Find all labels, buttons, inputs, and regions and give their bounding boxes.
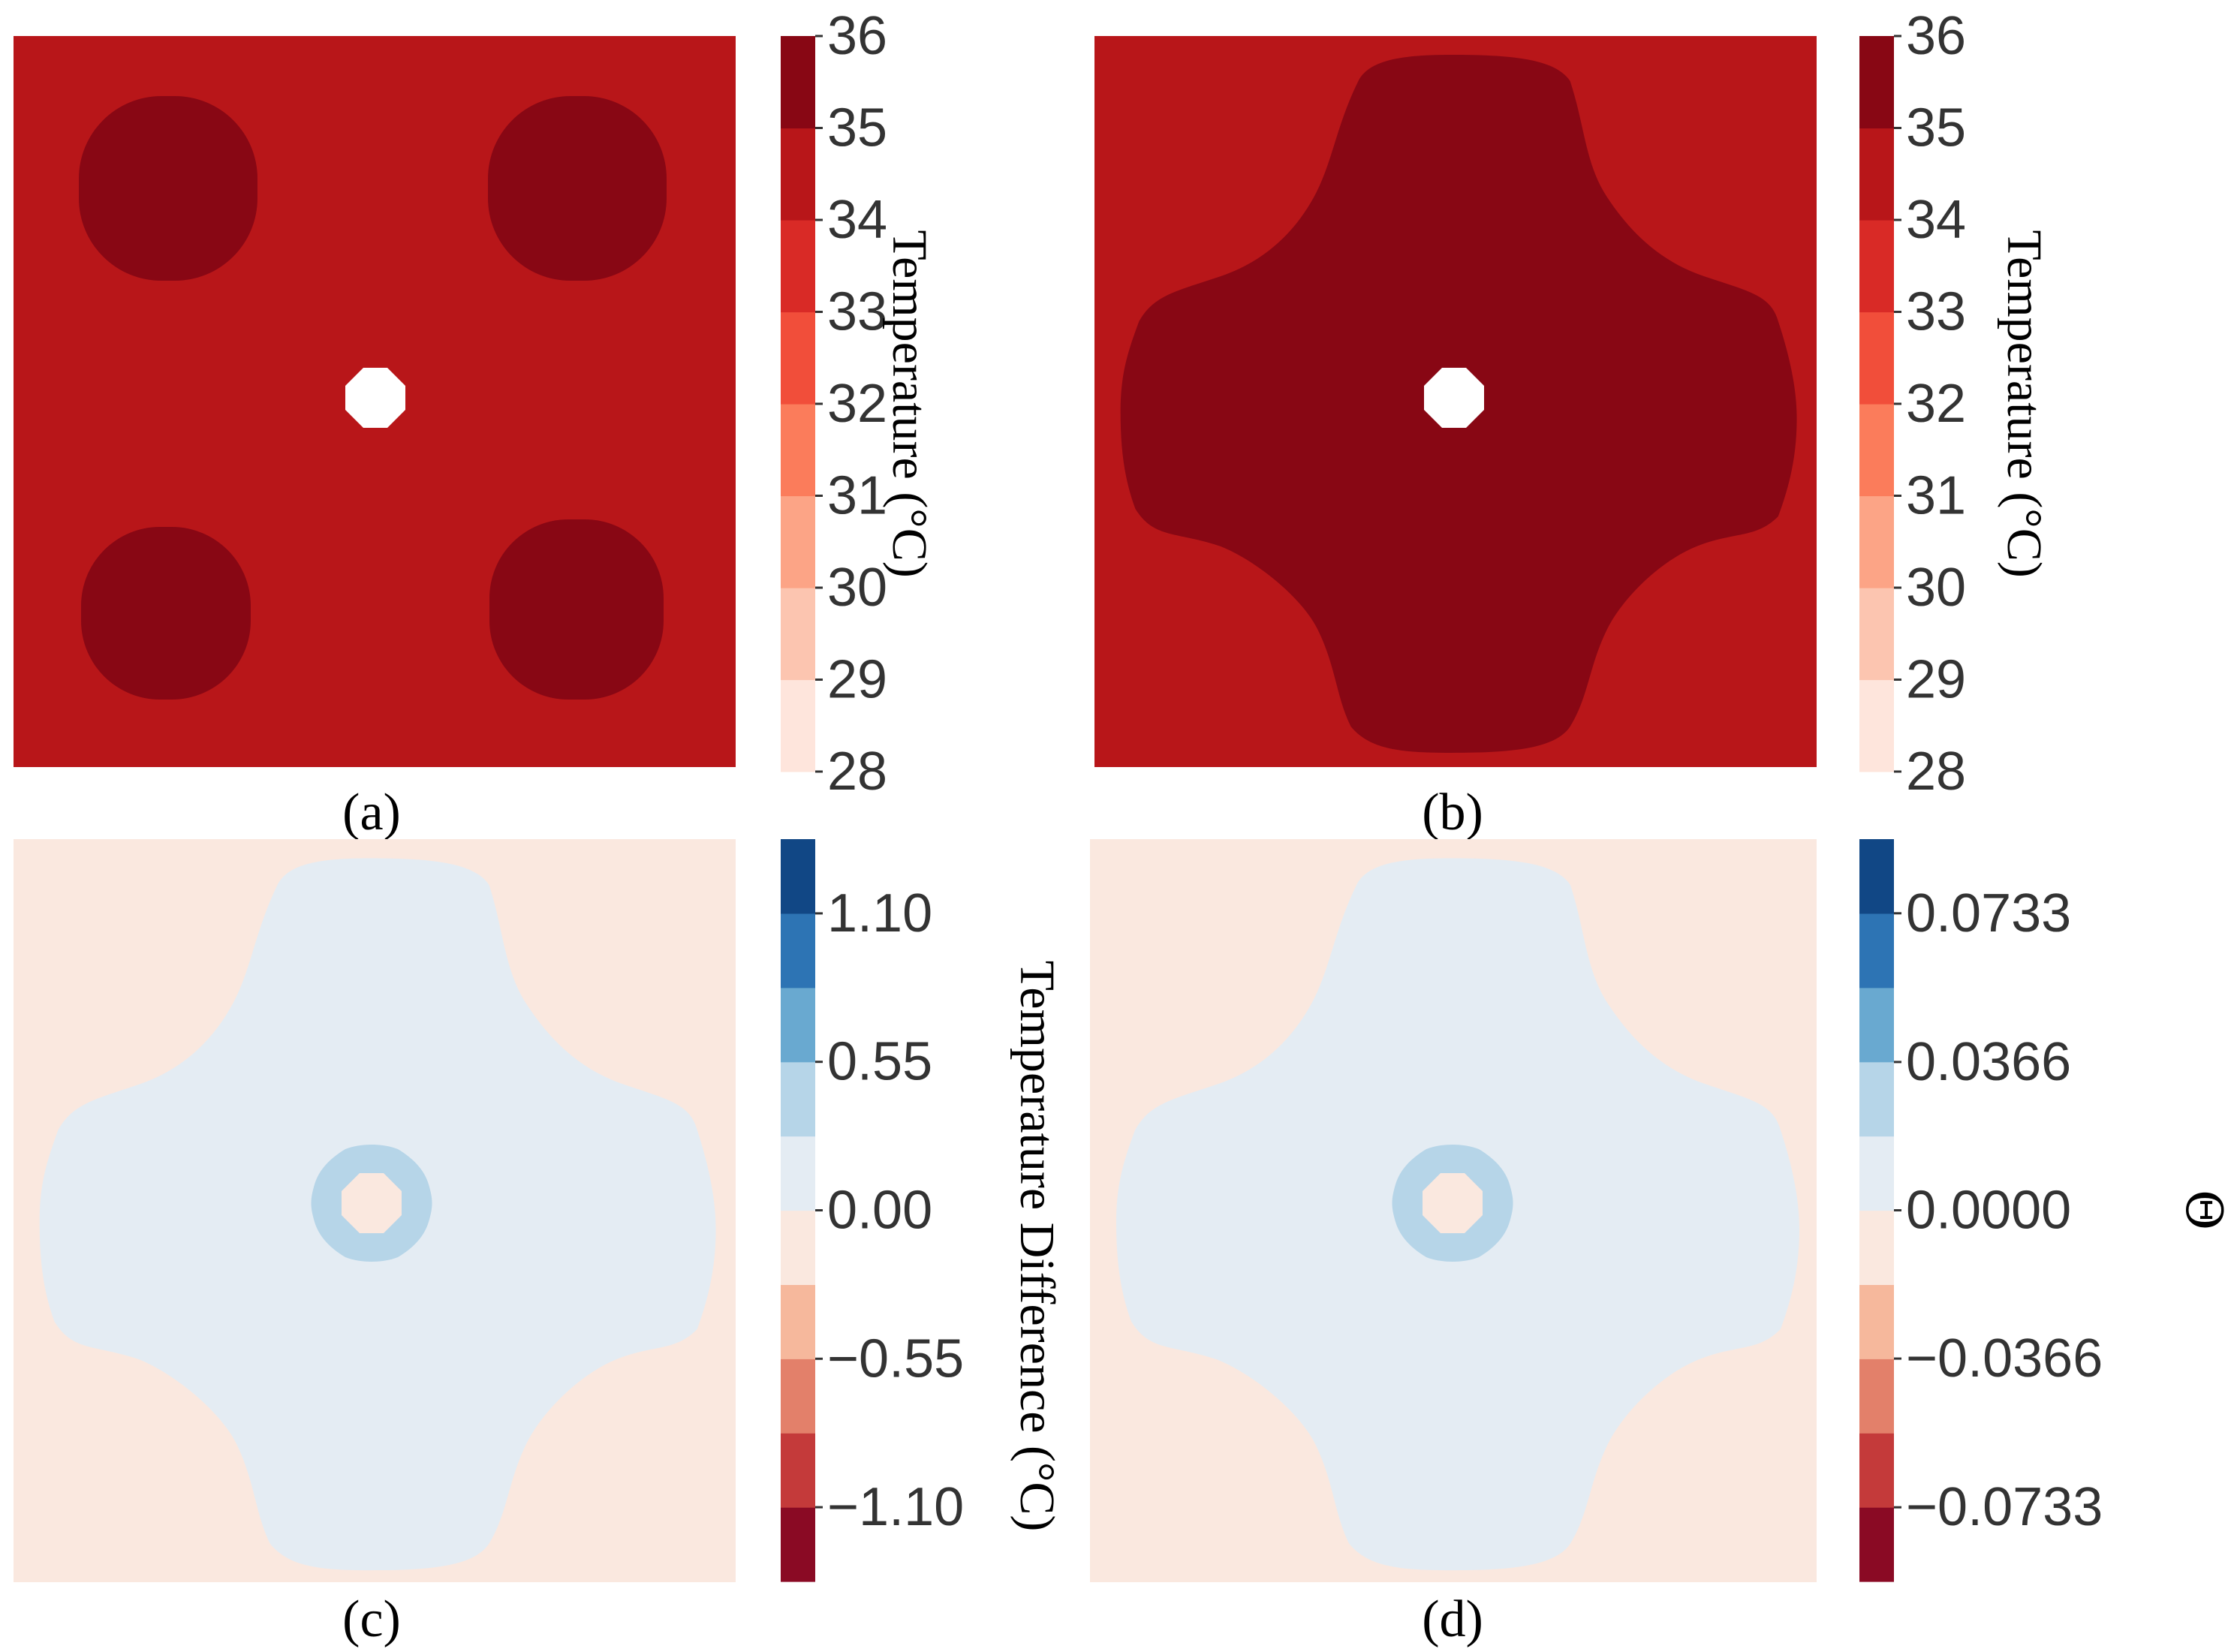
colorbar-label-c: Temperature Difference (°C) bbox=[1010, 961, 1064, 1532]
colorbar-level bbox=[781, 36, 815, 129]
colorbar-tick-label: 28 bbox=[827, 742, 887, 802]
colorbar-level bbox=[781, 1136, 815, 1211]
colorbar-level bbox=[781, 1284, 815, 1359]
colorbar-level bbox=[1859, 311, 1894, 405]
hot-blob-bottom-right bbox=[489, 519, 664, 700]
colorbar-level bbox=[781, 839, 815, 914]
hole-c bbox=[342, 1173, 402, 1233]
panel-label-a: (a) bbox=[342, 784, 401, 841]
colorbar-tick-label: 35 bbox=[1906, 98, 1966, 158]
colorbar-level bbox=[781, 495, 815, 588]
hot-blob-top-right bbox=[488, 96, 667, 281]
colorbar-tick-label: 0.0000 bbox=[1906, 1181, 2071, 1241]
panel-b: (b) 36 35 34 33 32 31 30 29 28 Temperature (°C) bbox=[1094, 6, 2052, 841]
colorbar-level bbox=[1859, 1284, 1894, 1359]
colorbar-level bbox=[781, 588, 815, 681]
colorbar-level bbox=[781, 1433, 815, 1508]
colorbar-tick-label: 0.0733 bbox=[1906, 883, 2071, 943]
colorbar-tick-label: −0.55 bbox=[827, 1329, 964, 1389]
colorbar-label-a: Temperature (°C) bbox=[882, 230, 937, 577]
colorbar-tick-label: −0.0366 bbox=[1906, 1329, 2103, 1389]
colorbar-label-b: Temperature (°C) bbox=[1997, 230, 2052, 577]
colorbar-level bbox=[781, 1061, 815, 1137]
colorbar-level bbox=[781, 220, 815, 313]
colorbar-level bbox=[1859, 1210, 1894, 1285]
colorbar-level bbox=[1859, 36, 1894, 129]
colorbar-tick-label: 29 bbox=[827, 650, 887, 710]
colorbar-tick-label: 34 bbox=[1906, 190, 1966, 250]
colorbar-tick-label: 31 bbox=[827, 466, 887, 526]
colorbar-level bbox=[781, 1210, 815, 1285]
colorbar-tick-label: −1.10 bbox=[827, 1477, 964, 1537]
colorbar-level bbox=[781, 987, 815, 1063]
hot-blob-top-left bbox=[79, 96, 257, 281]
colorbar-level bbox=[1859, 1061, 1894, 1137]
colorbar-level bbox=[781, 128, 815, 221]
colorbar-level bbox=[1859, 987, 1894, 1063]
colorbar-tick-label: 34 bbox=[827, 190, 887, 250]
colorbar-tick-label: 32 bbox=[1906, 374, 1966, 434]
colorbar-a: 36 35 34 33 32 31 30 29 28 bbox=[781, 6, 887, 802]
colorbar-level bbox=[781, 1359, 815, 1434]
colorbar-b: 36 35 34 33 32 31 30 29 28 bbox=[1859, 6, 1966, 802]
colorbar-tick-label: 28 bbox=[1906, 742, 1966, 802]
colorbar-level bbox=[781, 913, 815, 988]
colorbar-tick-label: 33 bbox=[1906, 282, 1966, 342]
colorbar-level bbox=[1859, 1136, 1894, 1211]
colorbar-level bbox=[1859, 220, 1894, 313]
colorbar-level bbox=[1859, 839, 1894, 914]
colorbar-tick-label: 0.00 bbox=[827, 1181, 932, 1241]
colorbar-level bbox=[1859, 679, 1894, 772]
colorbar-tick-label: 33 bbox=[827, 282, 887, 342]
hole-d bbox=[1423, 1173, 1483, 1233]
hot-blob-bottom-left bbox=[81, 527, 251, 700]
colorbar-d: 0.0733 0.0366 0.0000 −0.0366 −0.0733 bbox=[1859, 839, 2103, 1582]
panel-a: (a) 36 35 34 33 32 31 30 29 28 Temperature (°C) bbox=[14, 6, 937, 841]
panel-label-b: (b) bbox=[1422, 784, 1483, 841]
colorbar-tick-label: 0.0366 bbox=[1906, 1032, 2071, 1092]
colorbar-tick-label: 30 bbox=[1906, 558, 1966, 618]
hole-a bbox=[345, 368, 405, 428]
colorbar-tick-label: 31 bbox=[1906, 466, 1966, 526]
colorbar-tick-label: 1.10 bbox=[827, 883, 932, 943]
colorbar-tick-label: 30 bbox=[827, 558, 887, 618]
colorbar-level bbox=[781, 679, 815, 772]
colorbar-tick-label: 36 bbox=[827, 6, 887, 66]
colorbar-tick-label: 36 bbox=[1906, 6, 1966, 66]
hole-b bbox=[1424, 368, 1484, 428]
colorbar-tick-label: 32 bbox=[827, 374, 887, 434]
colorbar-level bbox=[1859, 128, 1894, 221]
colorbar-level bbox=[1859, 404, 1894, 497]
colorbar-tick-label: −0.0733 bbox=[1906, 1477, 2103, 1537]
colorbar-tick-label: 0.55 bbox=[827, 1032, 932, 1092]
colorbar-level bbox=[1859, 1433, 1894, 1508]
colorbar-level bbox=[781, 311, 815, 405]
colorbar-tick-label: 29 bbox=[1906, 650, 1966, 710]
colorbar-c: 1.10 0.55 0.00 −0.55 −1.10 bbox=[781, 839, 964, 1582]
panel-d: (d) 0.0733 0.0366 0.0000 −0.0366 −0.0733 Θ bbox=[1090, 839, 2231, 1648]
colorbar-level bbox=[1859, 1507, 1894, 1582]
colorbar-level bbox=[781, 404, 815, 497]
colorbar-label-d: Θ bbox=[2175, 1190, 2231, 1230]
colorbar-level bbox=[781, 1507, 815, 1582]
colorbar-level bbox=[1859, 913, 1894, 988]
panel-label-c: (c) bbox=[342, 1590, 401, 1648]
colorbar-tick-label: 35 bbox=[827, 98, 887, 158]
panel-c: (c) 1.10 0.55 0.00 −0.55 −1.10 Temperature D… bbox=[14, 839, 1064, 1648]
panel-label-d: (d) bbox=[1422, 1590, 1483, 1648]
field-a-hot-regions bbox=[79, 96, 667, 700]
colorbar-level bbox=[1859, 1359, 1894, 1434]
colorbar-level bbox=[1859, 495, 1894, 588]
colorbar-level bbox=[1859, 588, 1894, 681]
